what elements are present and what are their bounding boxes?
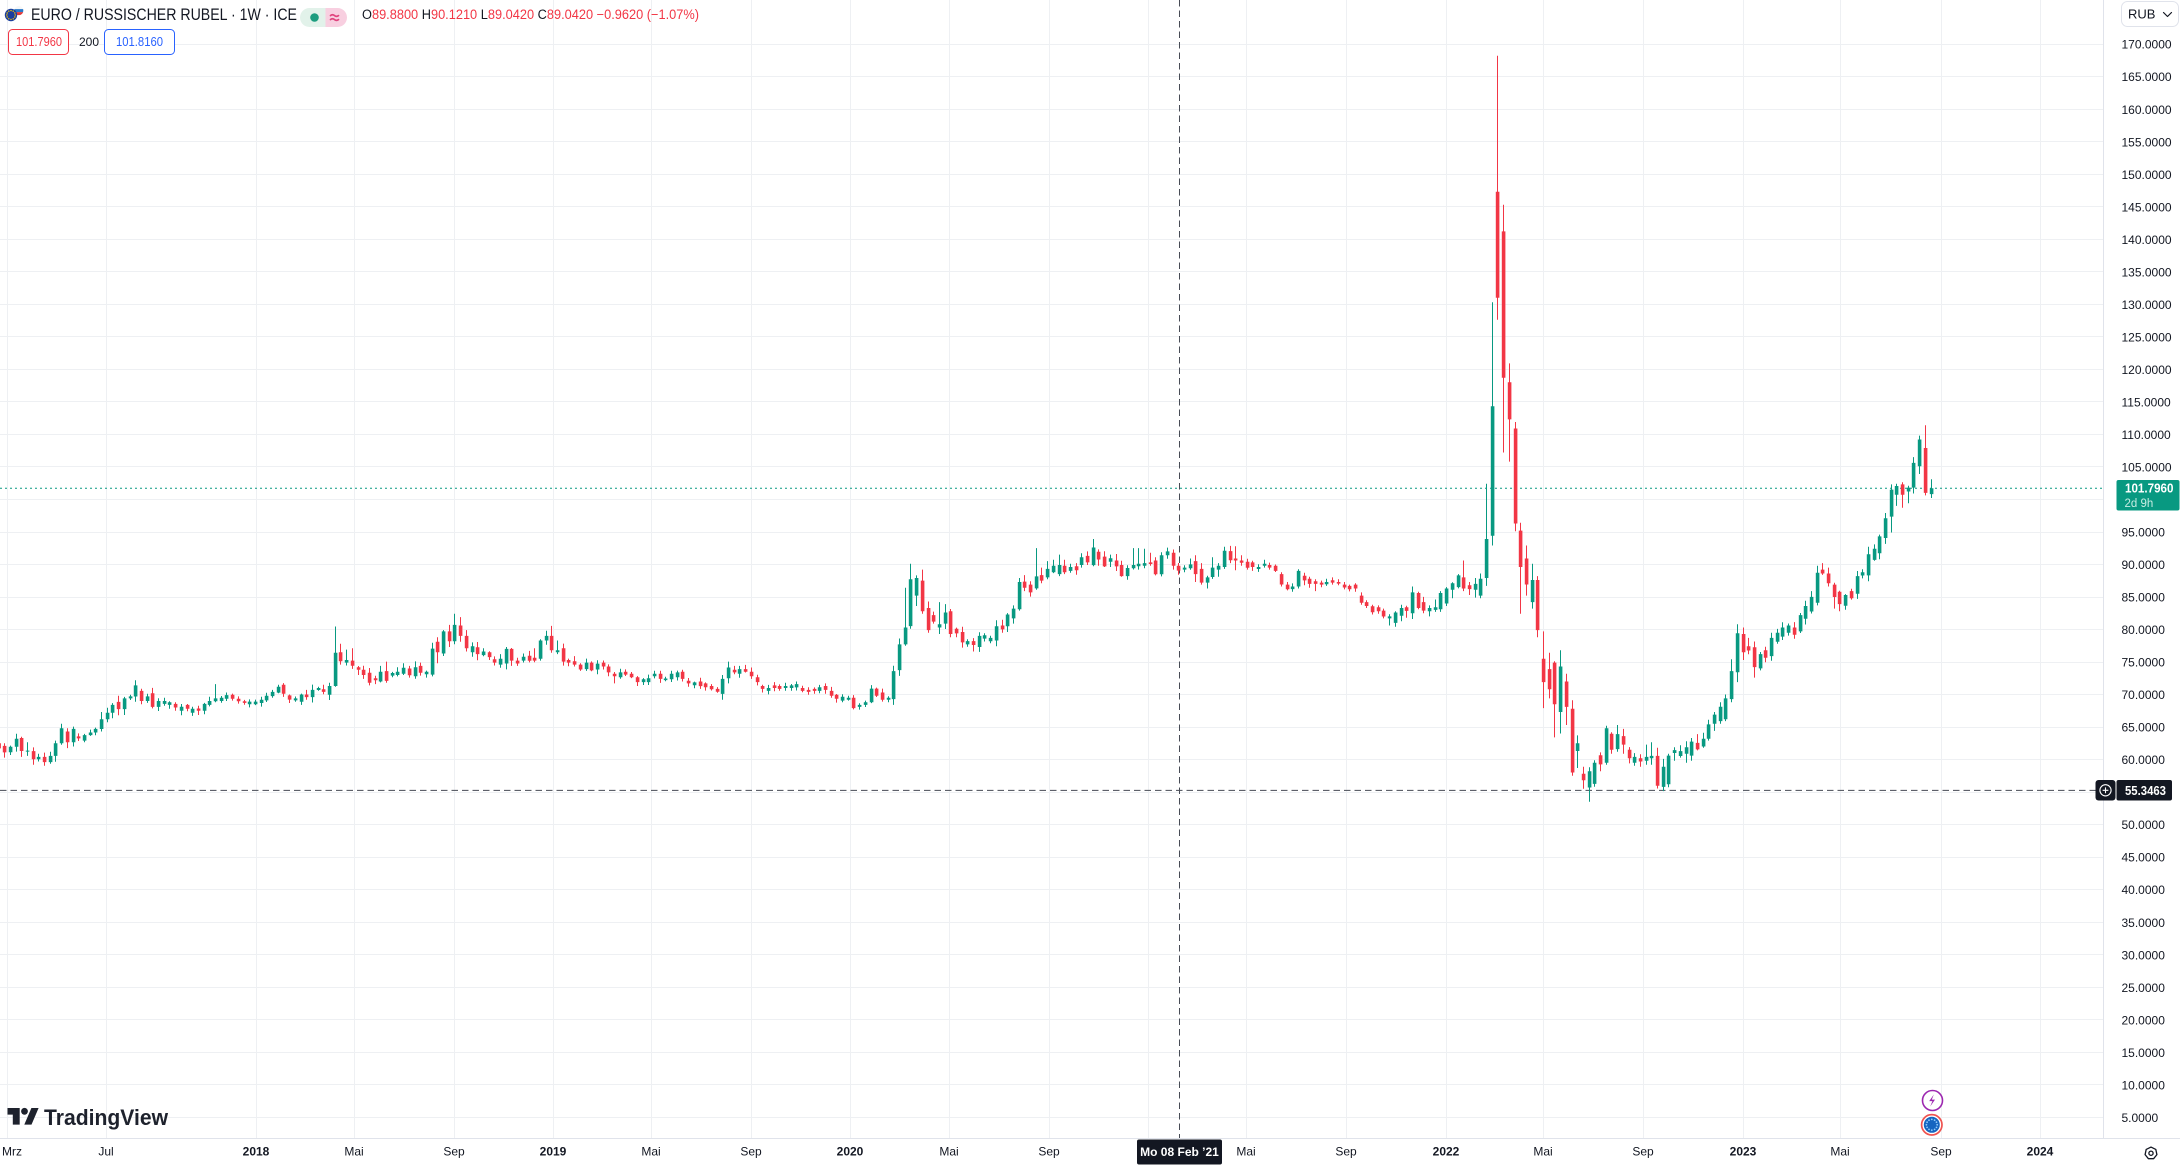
svg-text:Mai: Mai: [1830, 1145, 1849, 1159]
svg-text:110.0000: 110.0000: [2122, 428, 2171, 442]
svg-text:2d 9h: 2d 9h: [2125, 498, 2154, 510]
svg-text:Sep: Sep: [1038, 1145, 1060, 1159]
svg-text:125.0000: 125.0000: [2122, 330, 2172, 344]
svg-text:O89.8800 H90.1210 L89.0420 C89: O89.8800 H90.1210 L89.0420 C89.0420 −0.9…: [362, 7, 699, 22]
svg-text:Mai: Mai: [1533, 1145, 1552, 1159]
svg-text:Sep: Sep: [1930, 1145, 1952, 1159]
svg-text:25.0000: 25.0000: [2122, 981, 2166, 995]
svg-text:RUB: RUB: [2128, 7, 2155, 22]
svg-text:101.7960: 101.7960: [16, 35, 62, 49]
svg-text:10.0000: 10.0000: [2122, 1078, 2166, 1092]
svg-text:TradingView: TradingView: [44, 1105, 168, 1130]
svg-text:140.0000: 140.0000: [2122, 233, 2172, 247]
svg-text:60.0000: 60.0000: [2122, 753, 2166, 767]
svg-text:40.0000: 40.0000: [2122, 883, 2166, 897]
svg-text:30.0000: 30.0000: [2122, 948, 2166, 962]
svg-text:115.0000: 115.0000: [2122, 395, 2171, 409]
svg-text:135.0000: 135.0000: [2122, 265, 2172, 279]
svg-text:2020: 2020: [837, 1145, 864, 1159]
svg-text:2018: 2018: [243, 1145, 270, 1159]
svg-text:2024: 2024: [2027, 1145, 2054, 1159]
svg-text:101.8160: 101.8160: [116, 35, 163, 49]
svg-text:5.0000: 5.0000: [2122, 1111, 2159, 1125]
svg-text:Mai: Mai: [344, 1145, 363, 1159]
svg-text:55.3463: 55.3463: [2125, 783, 2166, 798]
svg-text:45.0000: 45.0000: [2122, 851, 2166, 865]
svg-text:Sep: Sep: [443, 1145, 465, 1159]
svg-text:75.0000: 75.0000: [2122, 656, 2166, 670]
svg-text:20.0000: 20.0000: [2122, 1013, 2166, 1027]
svg-text:130.0000: 130.0000: [2122, 298, 2172, 312]
svg-text:35.0000: 35.0000: [2122, 916, 2166, 930]
svg-text:70.0000: 70.0000: [2122, 688, 2166, 702]
svg-text:Mai: Mai: [641, 1145, 660, 1159]
svg-text:200: 200: [79, 35, 99, 49]
svg-text:95.0000: 95.0000: [2122, 526, 2166, 540]
svg-text:155.0000: 155.0000: [2122, 135, 2172, 149]
svg-text:145.0000: 145.0000: [2122, 200, 2172, 214]
svg-text:105.0000: 105.0000: [2122, 461, 2172, 475]
svg-text:120.0000: 120.0000: [2122, 363, 2172, 377]
svg-text:80.0000: 80.0000: [2122, 623, 2166, 637]
svg-text:Sep: Sep: [1632, 1145, 1654, 1159]
svg-text:Sep: Sep: [740, 1145, 762, 1159]
svg-text:150.0000: 150.0000: [2122, 168, 2172, 182]
svg-text:EURO / RUSSISCHER RUBEL · 1W ·: EURO / RUSSISCHER RUBEL · 1W · ICE: [31, 5, 297, 24]
svg-text:Sep: Sep: [1335, 1145, 1357, 1159]
svg-text:Mrz: Mrz: [2, 1145, 22, 1159]
svg-text:2022: 2022: [1433, 1145, 1460, 1159]
svg-text:Mo 08 Feb ’21: Mo 08 Feb ’21: [1140, 1145, 1219, 1159]
svg-text:15.0000: 15.0000: [2122, 1046, 2166, 1060]
svg-text:101.7960: 101.7960: [2125, 481, 2174, 496]
svg-text:Mai: Mai: [1236, 1145, 1255, 1159]
svg-text:165.0000: 165.0000: [2122, 70, 2172, 84]
svg-text:170.0000: 170.0000: [2122, 38, 2172, 52]
svg-text:85.0000: 85.0000: [2122, 591, 2166, 605]
svg-text:90.0000: 90.0000: [2122, 558, 2166, 572]
svg-text:160.0000: 160.0000: [2122, 103, 2172, 117]
svg-text:2023: 2023: [1730, 1145, 1757, 1159]
svg-text:65.0000: 65.0000: [2122, 721, 2166, 735]
svg-text:Mai: Mai: [939, 1145, 958, 1159]
svg-text:50.0000: 50.0000: [2122, 818, 2166, 832]
svg-text:Jul: Jul: [98, 1145, 113, 1159]
svg-text:2019: 2019: [540, 1145, 567, 1159]
